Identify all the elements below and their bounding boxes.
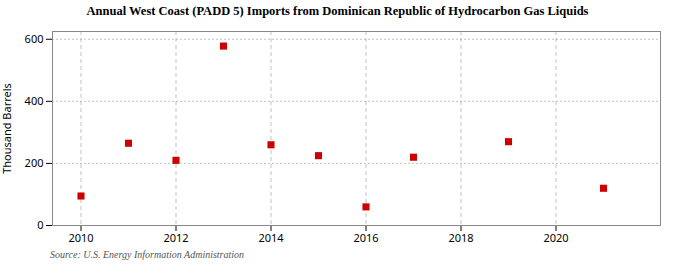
svg-text:0: 0 <box>37 217 43 232</box>
svg-text:200: 200 <box>25 155 44 170</box>
html-text:Annual West Coast (PADD 5) Imp: Annual West Coast (PADD 5) Imports from … <box>86 4 589 18</box>
svg-text:400: 400 <box>25 93 44 108</box>
svg-text:2014: 2014 <box>258 230 284 245</box>
svg-text:2020: 2020 <box>543 230 568 245</box>
svg-text:Thousand Barrels: Thousand Barrels <box>0 83 14 174</box>
html-text:Source: U.S. Energy Informatio: Source: U.S. Energy Information Administ… <box>50 249 245 260</box>
svg-text:2012: 2012 <box>163 230 188 245</box>
svg-text:2018: 2018 <box>448 230 473 245</box>
svg-text:2010: 2010 <box>68 230 93 245</box>
svg-text:600: 600 <box>25 31 44 46</box>
svg-text:2016: 2016 <box>353 230 378 245</box>
